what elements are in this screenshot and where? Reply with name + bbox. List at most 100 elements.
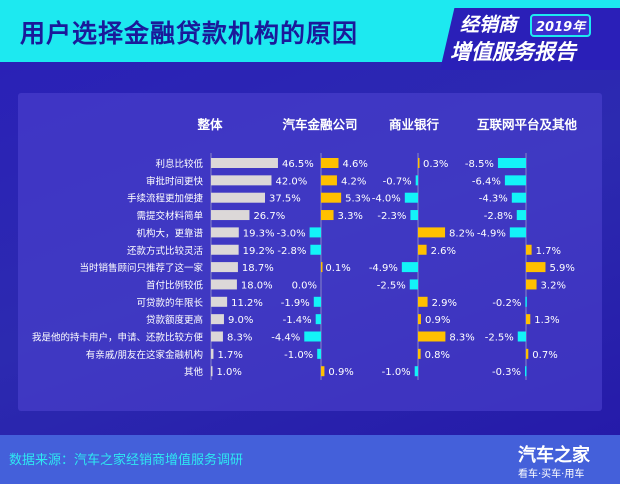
data-label: -6.4%: [472, 176, 501, 187]
data-label: 0.7%: [532, 350, 557, 361]
category-label: 当时销售顾问只推荐了这一家: [79, 262, 203, 274]
data-label: 19.3%: [243, 228, 275, 239]
bar: [211, 175, 272, 186]
data-label: -4.9%: [477, 228, 506, 239]
chart-panel: [18, 93, 602, 411]
bar: [526, 279, 537, 290]
category-label: 机构大，更靠谱: [136, 227, 203, 239]
bar: [321, 158, 339, 168]
data-label: -2.5%: [377, 280, 406, 291]
category-label: 可贷款的年限长: [136, 297, 203, 309]
category-label: 利息比较低: [155, 158, 203, 170]
bar: [321, 210, 334, 221]
bar: [315, 314, 321, 325]
bar: [309, 227, 321, 238]
bar: [511, 192, 526, 203]
data-label: -2.8%: [484, 211, 513, 222]
data-label: 18.7%: [242, 263, 274, 274]
bar: [404, 192, 418, 203]
footer: 数据来源：汽车之家经销商增值服务调研 汽车之家 看车·买车·用车: [0, 435, 620, 484]
bar: [526, 314, 531, 325]
badge-year: 2019年: [530, 14, 592, 37]
bar: [211, 331, 223, 342]
bar: [409, 279, 418, 290]
data-label: 2.6%: [431, 246, 456, 257]
data-label: 42.0%: [275, 176, 307, 187]
category-label: 审批时间更快: [146, 175, 204, 187]
bar: [401, 262, 418, 273]
bar: [415, 175, 418, 186]
bar: [410, 210, 418, 221]
logo-name: 汽车之家: [518, 445, 590, 466]
data-label: 0.9%: [425, 315, 450, 326]
bar: [211, 244, 239, 255]
bar: [414, 366, 418, 377]
bar: [211, 192, 265, 203]
bar: [418, 314, 421, 325]
category-label: 有亲戚/朋友在这家金融机构: [86, 349, 203, 361]
bar: [525, 366, 527, 377]
data-label: 0.8%: [425, 350, 450, 361]
data-label: 1.7%: [217, 350, 242, 361]
bar: [509, 227, 526, 238]
data-label: -4.9%: [369, 263, 398, 274]
bar: [321, 192, 342, 203]
data-label: -4.4%: [271, 333, 300, 344]
data-label: 2.9%: [432, 298, 457, 309]
bar: [211, 158, 278, 168]
bar: [516, 210, 526, 221]
bar: [211, 348, 214, 359]
data-label: -1.9%: [281, 298, 310, 309]
bar: [525, 296, 527, 307]
data-label: 4.6%: [342, 159, 367, 170]
bar: [497, 158, 526, 168]
bar: [321, 175, 337, 186]
category-label: 还款方式比较灵活: [127, 245, 204, 257]
column-header: 商业银行: [389, 117, 440, 132]
bar: [504, 175, 526, 186]
data-label: -0.2%: [492, 298, 521, 309]
data-label: -0.3%: [492, 367, 521, 378]
data-label: -1.4%: [283, 315, 312, 326]
bar: [321, 262, 323, 273]
data-label: -0.7%: [383, 176, 412, 187]
badge-line1: 经销商: [460, 14, 518, 36]
data-label: 1.7%: [536, 246, 561, 257]
bar: [313, 296, 321, 307]
data-label: -1.0%: [382, 367, 411, 378]
category-label: 其他: [184, 366, 204, 378]
data-label: -8.5%: [465, 159, 494, 170]
data-label: 26.7%: [253, 211, 285, 222]
page-title: 用户选择金融贷款机构的原因: [20, 19, 359, 48]
bar: [211, 210, 250, 221]
data-label: 1.3%: [534, 315, 559, 326]
bar: [418, 244, 427, 255]
bar: [526, 262, 546, 273]
bar: [526, 244, 532, 255]
bar: [211, 296, 228, 307]
bar: [418, 331, 446, 342]
data-label: 3.3%: [338, 211, 363, 222]
bar: [418, 348, 421, 359]
data-label: 3.2%: [541, 280, 566, 291]
bar: [517, 331, 526, 342]
data-label: 5.9%: [549, 263, 574, 274]
data-label: 4.2%: [341, 176, 366, 187]
report-badge: 经销商 2019年 增值服务报告: [440, 8, 620, 70]
badge-line2: 增值服务报告: [450, 40, 576, 64]
bar: [526, 348, 529, 359]
logo-slogan: 看车·买车·用车: [518, 469, 585, 480]
data-label: 46.5%: [282, 159, 314, 170]
data-label: 8.2%: [449, 228, 474, 239]
bar: [211, 279, 237, 290]
category-label: 需提交材料简单: [136, 210, 203, 222]
category-label: 首付比例较低: [146, 279, 204, 291]
category-label: 我是他的持卡用户，申请、还款比较方便: [32, 332, 204, 344]
data-label: -4.0%: [372, 194, 401, 205]
data-label: 1.0%: [216, 367, 241, 378]
data-label: 11.2%: [231, 298, 263, 309]
data-label: 0.0%: [292, 280, 317, 291]
data-label: 9.0%: [228, 315, 253, 326]
bar: [310, 244, 321, 255]
